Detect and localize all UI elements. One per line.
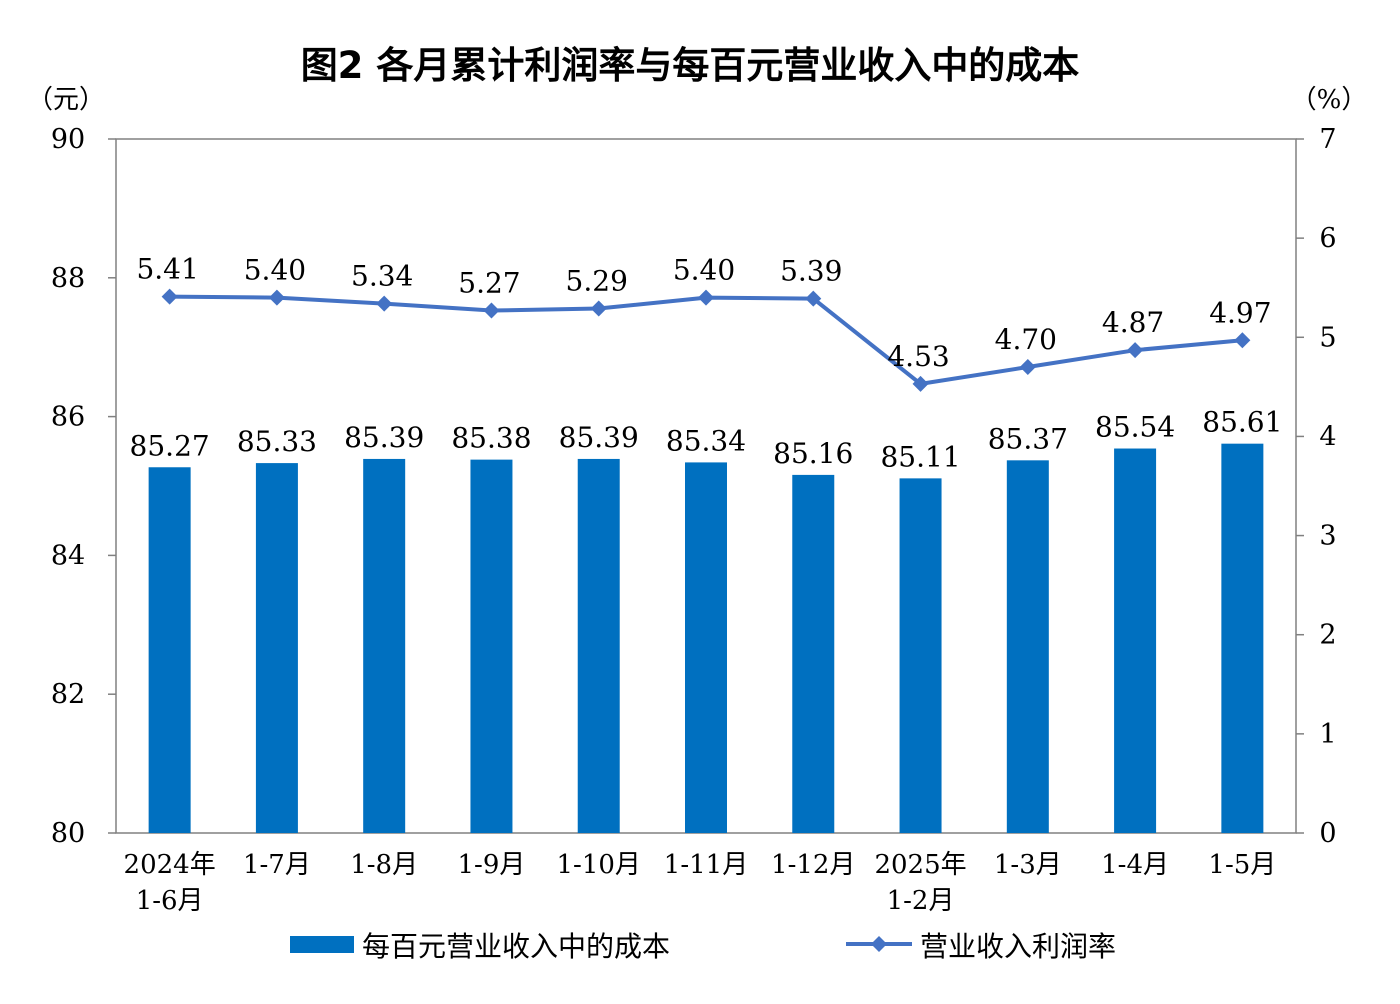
x-axis-tick-label: 1-8月 [350,850,418,880]
left-axis-unit: （元） [27,85,105,115]
x-axis-tick-label: 2024年 [124,850,216,880]
legend-bar-swatch [290,936,354,953]
line-series [161,288,1251,392]
right-axis-tick-label: 0 [1319,818,1336,849]
bar [1006,460,1049,833]
right-axis-tick-label: 3 [1319,521,1336,552]
line-data-label: 4.97 [1209,296,1271,329]
bar [1221,443,1264,833]
bar [1114,448,1157,833]
x-axis-tick-label: 1-6月 [136,886,204,916]
legend: 每百元营业收入中的成本 营业收入利润率 [290,930,1116,963]
line-data-labels: 5.41 5.40 5.34 5.27 5.29 5.40 5.39 4.53 4.70 4.87… [136,253,1271,373]
left-axis-tick-label: 80 [51,818,85,849]
line-marker [590,300,607,317]
legend-bar-label: 每百元营业收入中的成本 [362,930,670,963]
bar-data-label: 85.11 [880,440,960,473]
bar-data-label: 85.27 [130,429,210,462]
x-axis-tick-label: 1-2月 [887,886,955,916]
line-marker [1019,359,1036,376]
left-axis-tick-label: 86 [51,402,85,433]
left-axis: 80 82 84 86 88 90 [51,124,116,849]
right-axis-tick-label: 7 [1319,124,1336,155]
x-axis: 2024年 1-6月 1-7月 1-8月 1-9月 1-10月 1-11月 1-12月 2025… [124,850,1277,916]
line-marker [805,290,822,307]
bar-data-label: 85.39 [344,421,424,454]
bar-series [148,443,1264,833]
bar [685,462,727,833]
left-axis-tick-label: 90 [51,124,85,155]
x-axis-tick-label: 1-9月 [458,850,526,880]
right-axis-tick-label: 2 [1319,620,1336,651]
bar-data-label: 85.39 [559,421,639,454]
bar-data-label: 85.61 [1202,406,1282,439]
line-marker [1234,332,1251,349]
bar-data-label: 85.37 [988,422,1068,455]
line-data-label: 4.70 [995,323,1057,356]
line-data-label: 4.53 [887,340,949,373]
bar [470,459,513,833]
legend-line-label: 营业收入利润率 [920,930,1116,963]
line-data-label: 5.40 [673,254,735,287]
x-axis-tick-label: 1-4月 [1101,850,1169,880]
bar-data-label: 85.33 [237,425,317,458]
line-data-label: 5.39 [780,255,842,288]
x-axis-tick-label: 1-11月 [664,850,748,880]
chart-title: 图2 各月累计利润率与每百元营业收入中的成本 [301,44,1080,87]
bar [148,467,191,833]
left-axis-tick-label: 84 [51,540,85,571]
bar [363,458,406,833]
line-data-label: 5.40 [244,254,306,287]
line-marker [376,295,393,312]
bar-data-label: 85.16 [773,437,853,470]
bar-data-labels: 85.27 85.33 85.39 85.38 85.39 85.34 85.16 85.11… [130,406,1283,474]
legend-line-marker [871,936,887,952]
line-marker [483,302,500,319]
x-axis-tick-label: 1-5月 [1208,850,1276,880]
bar-data-label: 85.54 [1095,411,1175,444]
x-axis-tick-label: 1-12月 [771,850,855,880]
x-axis-tick-label: 1-3月 [994,850,1062,880]
right-axis-tick-label: 4 [1319,421,1336,452]
x-axis-tick-label: 1-10月 [557,850,641,880]
line-marker [1127,342,1144,359]
line-marker [268,289,285,306]
right-axis-tick-label: 6 [1319,223,1336,254]
right-axis-tick-label: 1 [1319,719,1336,750]
line-data-label: 4.87 [1102,306,1164,339]
line-data-label: 5.34 [351,260,413,293]
right-axis-unit: （%） [1291,85,1368,115]
bar-data-label: 85.38 [451,422,531,455]
right-axis-tick-label: 5 [1319,322,1336,353]
right-axis: 0 1 2 3 4 5 6 7 [1296,124,1337,849]
bar [577,458,620,833]
bar [792,474,835,833]
line-data-label: 5.41 [136,253,198,286]
line-data-label: 5.27 [458,267,520,300]
x-axis-tick-label: 1-7月 [243,850,311,880]
left-axis-tick-label: 88 [51,263,85,294]
x-axis-tick-label: 2025年 [874,850,966,880]
line-marker [912,375,929,392]
bar-data-label: 85.34 [666,424,746,457]
left-axis-tick-label: 82 [51,679,85,710]
line-data-label: 5.29 [566,265,628,298]
bar [899,478,942,833]
line-path [169,294,1243,386]
line-marker [698,289,714,306]
line-marker [161,288,178,305]
bar [255,463,298,833]
